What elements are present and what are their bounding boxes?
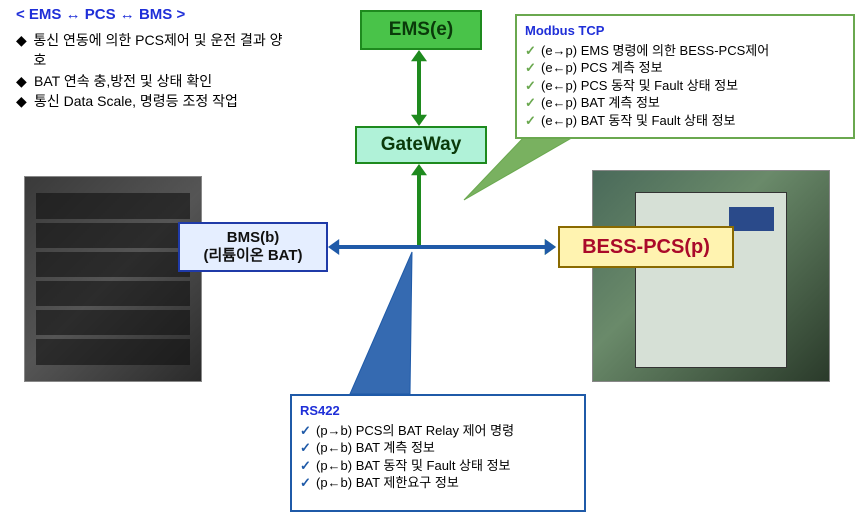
info-item: ✓(e←p) PCS 계측 정보 (525, 59, 845, 77)
info-item: ✓(e←p) BAT 동작 및 Fault 상태 정보 (525, 112, 845, 130)
info-item: ✓(p→b) PCS의 BAT Relay 제어 명령 (300, 422, 576, 440)
info-item: ✓(p←b) BAT 제한요구 정보 (300, 474, 576, 492)
info-item: ✓(p←b) BAT 계측 정보 (300, 439, 576, 457)
info-item: ✓(e←p) BAT 계측 정보 (525, 94, 845, 112)
info-item: ✓(e←p) PCS 동작 및 Fault 상태 정보 (525, 77, 845, 95)
summary-bullet-item: ◆통신 연동에 의한 PCS제어 및 운전 결과 양호 (16, 30, 286, 71)
rs422-header: RS422 (300, 402, 576, 420)
info-item: ✓(p←b) BAT 동작 및 Fault 상태 정보 (300, 457, 576, 475)
pcs-photo (592, 170, 830, 382)
rs422-info-box: RS422 ✓(p→b) PCS의 BAT Relay 제어 명령✓(p←b) … (290, 394, 586, 512)
bms-photo (24, 176, 202, 382)
modbus-info-box: Modbus TCP ✓(e→p) EMS 명령에 의한 BESS-PCS제어✓… (515, 14, 855, 139)
summary-bullet-item: ◆통신 Data Scale, 명령등 조정 작업 (16, 91, 286, 111)
node-bms: BMS(b) (리튬이온 BAT) (178, 222, 328, 272)
node-gateway: GateWay (355, 126, 487, 164)
info-item: ✓(e→p) EMS 명령에 의한 BESS-PCS제어 (525, 42, 845, 60)
summary-bullets: ◆통신 연동에 의한 PCS제어 및 운전 결과 양호◆BAT 연속 충,방전 … (16, 30, 286, 111)
summary-bullet-item: ◆BAT 연속 충,방전 및 상태 확인 (16, 71, 286, 91)
node-ems: EMS(e) (360, 10, 482, 50)
node-pcs: BESS-PCS(p) (558, 226, 734, 268)
section-heading: < EMS ↔ PCS ↔ BMS > (16, 6, 185, 23)
modbus-header: Modbus TCP (525, 22, 845, 40)
